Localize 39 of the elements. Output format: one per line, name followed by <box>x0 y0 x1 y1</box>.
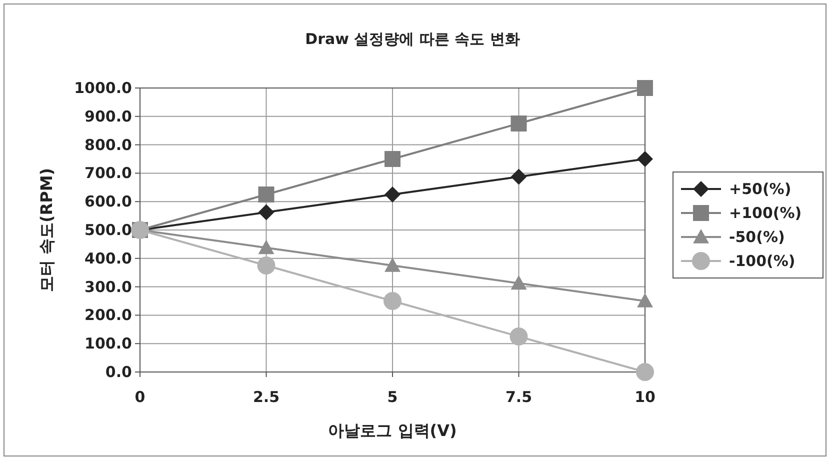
point <box>384 186 400 202</box>
x-tick-label: 2.5 <box>252 388 280 406</box>
y-tick-label: 600.0 <box>84 192 132 211</box>
point <box>384 258 400 272</box>
x-axis-title: 아날로그 입력(V) <box>328 421 457 440</box>
y-tick-label: 300.0 <box>84 278 132 296</box>
point <box>636 363 654 381</box>
y-tick-label: 200.0 <box>84 306 132 324</box>
legend-label: +50(%) <box>729 180 792 198</box>
y-tick-label: 700.0 <box>84 164 132 182</box>
point <box>384 151 400 167</box>
point <box>637 293 653 308</box>
chart-title: Draw 설정량에 따른 속도 변화 <box>305 30 520 48</box>
point <box>258 186 274 202</box>
legend-label: -50(%) <box>729 228 785 246</box>
x-tick-label: 10 <box>634 388 656 406</box>
point <box>510 275 527 290</box>
x-tick-label: 5 <box>387 388 398 406</box>
x-tick-label: 7.5 <box>505 388 532 406</box>
point <box>258 240 274 254</box>
legend-label: +100(%) <box>729 204 802 222</box>
point <box>258 204 274 220</box>
y-tick-label: 0.0 <box>105 363 132 381</box>
y-tick-label: 900.0 <box>84 107 132 126</box>
legend-label: -100(%) <box>729 252 796 270</box>
y-tick-label: 500.0 <box>84 221 132 239</box>
point <box>637 80 653 96</box>
y-tick-label: 1000.0 <box>74 79 132 97</box>
x-tick-label: 0 <box>134 388 146 406</box>
point <box>384 292 402 310</box>
y-tick-label: 100.0 <box>84 334 132 353</box>
y-axis-title: 모터 속도(RPM) <box>37 168 56 292</box>
point <box>637 151 653 167</box>
point <box>510 116 527 132</box>
point <box>510 168 527 185</box>
y-tick-label: 800.0 <box>84 136 132 154</box>
point <box>257 256 276 274</box>
y-tick-label: 400.0 <box>84 249 132 268</box>
point <box>510 328 528 346</box>
